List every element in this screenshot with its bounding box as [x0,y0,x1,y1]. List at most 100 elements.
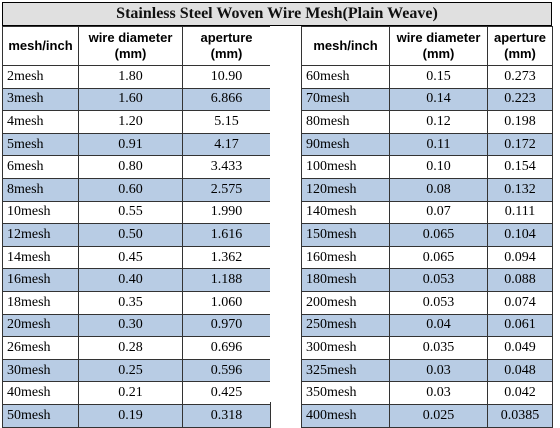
aperture-cell: 2.575 [182,177,271,202]
table-row: 2mesh 1.80 10.90 [2,65,271,89]
table-row: 6mesh 0.80 3.433 [2,155,271,179]
mesh-cell: 325mesh [301,358,390,383]
right-header-row: mesh/inch wire diameter (mm) aperture (m… [301,26,553,66]
table-row: 20mesh 0.30 0.970 [2,313,271,338]
right-table-body: 60mesh 0.15 0.273 70mesh 0.14 0.223 80mesh 0.12… [301,65,553,428]
aperture-cell: 3.433 [182,155,271,179]
wire-diameter-cell: 0.053 [389,290,488,315]
table-row: 90mesh 0.11 0.172 [301,132,553,157]
table-row: 200mesh 0.053 0.074 [301,290,553,315]
mesh-cell: 26mesh [2,336,79,360]
header-wire-diameter: wire diameter (mm) [389,26,488,66]
wire-diameter-cell: 0.40 [78,268,183,292]
header-wire-diameter: wire diameter (mm) [78,26,183,66]
table-row: 8mesh 0.60 2.575 [2,177,271,202]
table-row: 400mesh 0.025 0.0385 [301,403,553,428]
table-row: 100mesh 0.10 0.154 [301,155,553,179]
table-gutter [270,26,301,402]
wire-diameter-cell: 0.91 [78,132,183,157]
mesh-cell: 70mesh [301,87,390,112]
wire-diameter-cell: 0.60 [78,177,183,202]
wire-diameter-cell: 1.60 [78,87,183,112]
aperture-cell: 0.172 [487,132,553,157]
wire-diameter-cell: 0.04 [389,313,488,338]
wire-diameter-cell: 0.25 [78,358,183,383]
aperture-cell: 0.596 [182,358,271,383]
wire-diameter-cell: 0.55 [78,200,183,225]
mesh-cell: 250mesh [301,313,390,338]
mesh-cell: 400mesh [301,403,390,428]
mesh-cell: 350mesh [301,381,390,405]
wire-diameter-cell: 0.08 [389,177,488,202]
wire-diameter-cell: 0.50 [78,223,183,247]
table-row: 150mesh 0.065 0.104 [301,223,553,247]
mesh-cell: 40mesh [2,381,79,405]
table-row: 350mesh 0.03 0.042 [301,381,553,405]
mesh-cell: 140mesh [301,200,390,225]
table-row: 26mesh 0.28 0.696 [2,336,271,360]
table-row: 50mesh 0.19 0.318 [2,403,271,428]
aperture-cell: 1.060 [182,290,271,315]
mesh-cell: 20mesh [2,313,79,338]
wire-diameter-cell: 0.19 [78,403,183,428]
mesh-cell: 300mesh [301,336,390,360]
left-mesh-table: mesh/inch wire diameter (mm) aperture (m… [2,26,271,428]
wire-diameter-cell: 0.30 [78,313,183,338]
table-row: 180mesh 0.053 0.088 [301,268,553,292]
table-row: 30mesh 0.25 0.596 [2,358,271,383]
wire-diameter-cell: 0.053 [389,268,488,292]
wire-diameter-cell: 0.03 [389,381,488,405]
mesh-cell: 50mesh [2,403,79,428]
wire-diameter-cell: 0.025 [389,403,488,428]
mesh-cell: 30mesh [2,358,79,383]
aperture-cell: 0.061 [487,313,553,338]
mesh-cell: 160mesh [301,245,390,270]
mesh-cell: 60mesh [301,65,390,89]
wire-diameter-cell: 0.28 [78,336,183,360]
table-row: 120mesh 0.08 0.132 [301,177,553,202]
table-row: 300mesh 0.035 0.049 [301,336,553,360]
table-row: 10mesh 0.55 1.990 [2,200,271,225]
mesh-cell: 8mesh [2,177,79,202]
aperture-cell: 0.425 [182,381,271,405]
aperture-cell: 0.094 [487,245,553,270]
wire-diameter-cell: 0.15 [389,65,488,89]
aperture-cell: 1.188 [182,268,271,292]
wire-diameter-cell: 0.21 [78,381,183,405]
table-title: Stainless Steel Woven Wire Mesh(Plain We… [2,2,552,26]
mesh-cell: 90mesh [301,132,390,157]
wire-diameter-cell: 0.45 [78,245,183,270]
aperture-cell: 0.154 [487,155,553,179]
wire-diameter-cell: 1.80 [78,65,183,89]
wire-diameter-cell: 0.12 [389,110,488,134]
aperture-cell: 1.990 [182,200,271,225]
table-row: 140mesh 0.07 0.111 [301,200,553,225]
mesh-cell: 100mesh [301,155,390,179]
wire-diameter-cell: 0.11 [389,132,488,157]
aperture-cell: 0.0385 [487,403,553,428]
aperture-cell: 0.049 [487,336,553,360]
aperture-cell: 0.132 [487,177,553,202]
table-row: 60mesh 0.15 0.273 [301,65,553,89]
mesh-cell: 14mesh [2,245,79,270]
aperture-cell: 0.048 [487,358,553,383]
header-aperture: aperture (mm) [487,26,553,66]
mesh-cell: 180mesh [301,268,390,292]
header-aperture: aperture (mm) [182,26,271,66]
wire-diameter-cell: 0.80 [78,155,183,179]
aperture-cell: 1.362 [182,245,271,270]
wire-diameter-cell: 0.03 [389,358,488,383]
aperture-cell: 0.696 [182,336,271,360]
table-row: 4mesh 1.20 5.15 [2,110,271,134]
wire-diameter-cell: 0.10 [389,155,488,179]
aperture-cell: 0.970 [182,313,271,338]
mesh-cell: 150mesh [301,223,390,247]
mesh-cell: 12mesh [2,223,79,247]
wire-diameter-cell: 0.07 [389,200,488,225]
mesh-cell: 16mesh [2,268,79,292]
aperture-cell: 6.866 [182,87,271,112]
wire-diameter-cell: 0.065 [389,245,488,270]
aperture-cell: 4.17 [182,132,271,157]
table-row: 70mesh 0.14 0.223 [301,87,553,112]
